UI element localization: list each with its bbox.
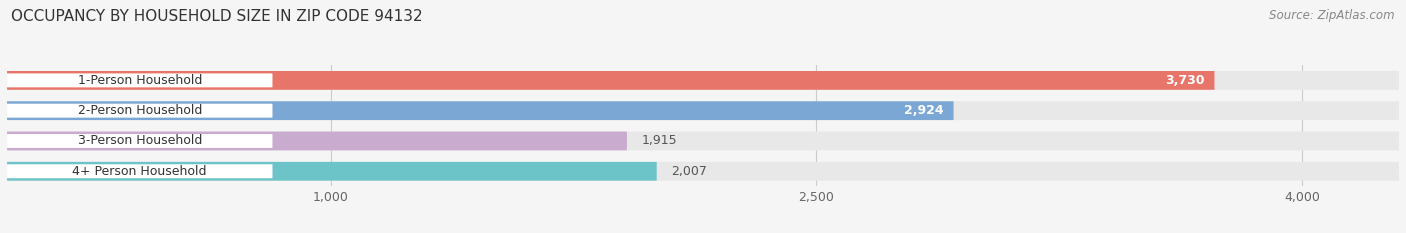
Text: 3,730: 3,730 [1166, 74, 1205, 87]
FancyBboxPatch shape [7, 71, 1399, 90]
Text: 2-Person Household: 2-Person Household [77, 104, 202, 117]
FancyBboxPatch shape [7, 71, 1215, 90]
FancyBboxPatch shape [7, 164, 273, 178]
Text: 2,007: 2,007 [671, 165, 707, 178]
FancyBboxPatch shape [7, 134, 273, 148]
FancyBboxPatch shape [7, 73, 273, 87]
Text: 1-Person Household: 1-Person Household [77, 74, 202, 87]
FancyBboxPatch shape [7, 162, 1399, 181]
Text: 3-Person Household: 3-Person Household [77, 134, 202, 147]
FancyBboxPatch shape [7, 162, 657, 181]
FancyBboxPatch shape [7, 132, 1399, 150]
FancyBboxPatch shape [7, 101, 953, 120]
Text: OCCUPANCY BY HOUSEHOLD SIZE IN ZIP CODE 94132: OCCUPANCY BY HOUSEHOLD SIZE IN ZIP CODE … [11, 9, 423, 24]
Text: Source: ZipAtlas.com: Source: ZipAtlas.com [1270, 9, 1395, 22]
FancyBboxPatch shape [7, 101, 1399, 120]
Text: 1,915: 1,915 [641, 134, 678, 147]
FancyBboxPatch shape [7, 104, 273, 118]
Text: 4+ Person Household: 4+ Person Household [73, 165, 207, 178]
FancyBboxPatch shape [7, 132, 627, 150]
Text: 2,924: 2,924 [904, 104, 943, 117]
